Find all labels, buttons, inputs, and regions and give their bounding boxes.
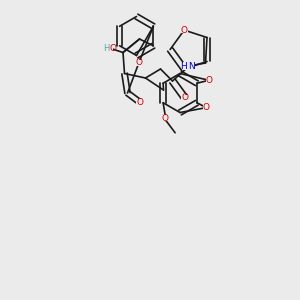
Bar (161, 116, 168, 122)
Text: O: O (135, 58, 142, 67)
Text: O: O (181, 26, 188, 34)
Bar (136, 60, 142, 66)
Text: H: H (103, 44, 109, 52)
Bar (100, 45, 112, 51)
Text: O: O (206, 76, 212, 85)
Text: O: O (109, 44, 116, 52)
Bar (183, 62, 195, 70)
Text: O: O (161, 114, 168, 123)
Text: O: O (203, 103, 210, 112)
Text: N: N (188, 61, 195, 70)
Bar (206, 77, 212, 83)
Text: H: H (180, 61, 187, 70)
Bar (181, 94, 188, 100)
Bar (180, 27, 188, 33)
Bar (136, 99, 143, 105)
Text: O: O (136, 98, 143, 106)
Text: O: O (181, 93, 188, 102)
Bar (203, 105, 210, 111)
